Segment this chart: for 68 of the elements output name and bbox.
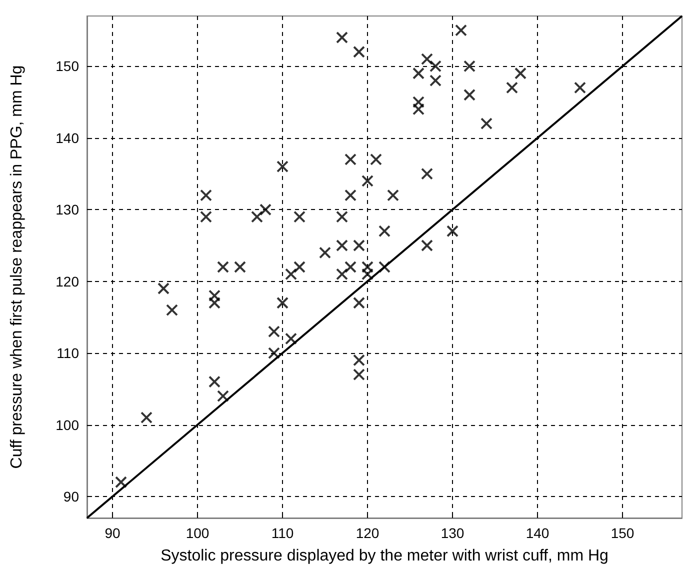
- point: [514, 67, 526, 80]
- point: [362, 174, 374, 187]
- y-tick-label: 120: [56, 273, 80, 290]
- point: [166, 304, 178, 316]
- point: [319, 246, 331, 259]
- point: [268, 326, 280, 338]
- x-tick-label: 130: [440, 525, 464, 541]
- x-tick-label: 100: [186, 525, 210, 541]
- point: [353, 368, 365, 381]
- y-tick-label: 150: [56, 58, 80, 74]
- point: [353, 296, 365, 309]
- point: [387, 189, 399, 202]
- point: [370, 153, 382, 166]
- point: [336, 268, 348, 280]
- point: [260, 204, 272, 216]
- x-axis-title: Systolic pressure displayed by the meter with wrist cuff, mm Hg: [160, 548, 608, 564]
- point: [336, 239, 348, 252]
- x-tick-label: 90: [104, 525, 120, 541]
- y-tick-label: 90: [63, 488, 80, 504]
- x-tick-label: 140: [526, 525, 550, 541]
- point: [421, 53, 433, 66]
- point: [200, 210, 212, 223]
- point: [344, 153, 356, 166]
- point: [506, 82, 518, 94]
- y-tick-label: 140: [56, 130, 80, 146]
- point: [208, 376, 220, 388]
- x-tick-label: 120: [356, 525, 380, 541]
- point: [115, 476, 127, 488]
- point: [421, 239, 433, 252]
- point: [217, 261, 229, 273]
- point: [430, 74, 442, 87]
- point: [158, 282, 170, 295]
- point: [446, 225, 458, 238]
- x-tick-label: 150: [610, 525, 634, 541]
- point: [251, 210, 263, 223]
- y-axis-title: Cuff pressure when first pulse reappears in PPG, mm Hg: [8, 65, 26, 469]
- point: [200, 189, 212, 202]
- y-tick-label: 130: [56, 202, 80, 218]
- point: [276, 296, 288, 309]
- point: [294, 261, 306, 273]
- point: [336, 210, 348, 223]
- point: [421, 168, 433, 180]
- point: [268, 347, 280, 360]
- point: [285, 332, 297, 345]
- point: [378, 261, 390, 273]
- point: [480, 118, 492, 130]
- point: [574, 82, 586, 94]
- point: [285, 268, 297, 280]
- point: [294, 210, 306, 223]
- point: [353, 239, 365, 252]
- point: [378, 225, 390, 238]
- y-tick-label: 110: [56, 345, 80, 362]
- point: [464, 60, 476, 72]
- point: [353, 354, 365, 366]
- point: [464, 88, 476, 101]
- point: [344, 189, 356, 202]
- point: [217, 390, 229, 402]
- point: [336, 32, 348, 44]
- point: [353, 46, 365, 58]
- point: [140, 412, 152, 424]
- point: [344, 261, 356, 273]
- point: [455, 24, 467, 36]
- y-tick-label: 100: [56, 416, 80, 433]
- point: [276, 160, 288, 173]
- point: [234, 261, 246, 273]
- x-tick-label: 110: [271, 525, 294, 541]
- point: [430, 60, 442, 72]
- point: [412, 67, 424, 80]
